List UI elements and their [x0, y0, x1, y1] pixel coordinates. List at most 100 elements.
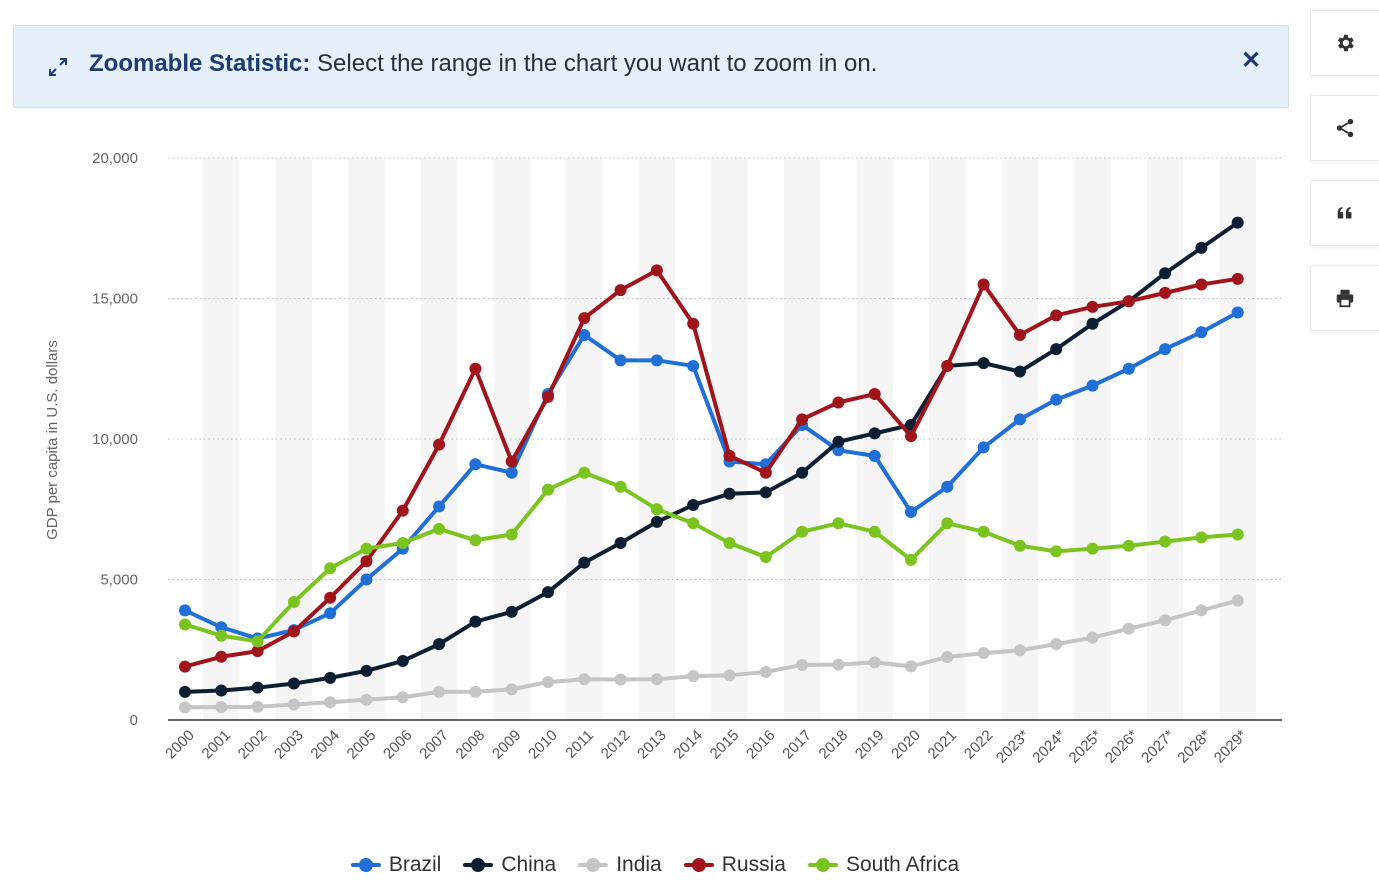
- data-point[interactable]: [1231, 306, 1244, 319]
- data-point[interactable]: [650, 515, 663, 528]
- series-line[interactable]: [183, 310, 1240, 641]
- data-point[interactable]: [215, 621, 228, 634]
- data-point[interactable]: [977, 525, 990, 538]
- data-point[interactable]: [868, 449, 881, 462]
- settings-button[interactable]: [1310, 10, 1379, 76]
- series-south-africa[interactable]: [179, 466, 1244, 648]
- data-point[interactable]: [469, 615, 482, 628]
- data-point[interactable]: [324, 562, 337, 575]
- data-point[interactable]: [360, 664, 373, 677]
- data-point[interactable]: [251, 645, 264, 658]
- data-point[interactable]: [542, 586, 554, 599]
- data-point[interactable]: [360, 555, 373, 568]
- data-point[interactable]: [905, 430, 917, 443]
- data-point[interactable]: [1013, 644, 1026, 657]
- data-point[interactable]: [179, 618, 191, 631]
- data-point[interactable]: [723, 449, 736, 462]
- data-point[interactable]: [1013, 365, 1026, 378]
- data-point[interactable]: [614, 284, 627, 297]
- data-point[interactable]: [360, 693, 373, 706]
- data-point[interactable]: [905, 506, 917, 519]
- data-point[interactable]: [1159, 614, 1172, 627]
- data-point[interactable]: [324, 607, 337, 620]
- data-point[interactable]: [469, 362, 482, 375]
- data-point[interactable]: [759, 486, 772, 499]
- data-point[interactable]: [251, 681, 264, 694]
- data-point[interactable]: [396, 691, 409, 704]
- data-point[interactable]: [469, 458, 482, 471]
- data-point[interactable]: [360, 542, 373, 555]
- data-point[interactable]: [796, 466, 809, 479]
- line-chart[interactable]: 0 5,000 10,000 15,000 20,000 GDP per capita …: [0, 0, 1310, 850]
- data-point[interactable]: [832, 658, 845, 671]
- data-point[interactable]: [1050, 393, 1063, 406]
- data-point[interactable]: [1122, 295, 1135, 308]
- data-point[interactable]: [1122, 362, 1135, 375]
- data-point[interactable]: [215, 684, 228, 697]
- data-point[interactable]: [687, 499, 700, 512]
- legend-item[interactable]: South Africa: [807, 853, 959, 877]
- data-point[interactable]: [179, 701, 191, 714]
- data-point[interactable]: [215, 650, 228, 663]
- data-point[interactable]: [868, 656, 881, 669]
- data-point[interactable]: [578, 673, 591, 686]
- data-point[interactable]: [1195, 278, 1208, 291]
- data-point[interactable]: [1013, 413, 1026, 426]
- data-point[interactable]: [1086, 631, 1099, 644]
- data-point[interactable]: [1050, 343, 1063, 356]
- series-line[interactable]: [183, 598, 1240, 710]
- data-point[interactable]: [650, 354, 663, 367]
- data-point[interactable]: [433, 685, 446, 698]
- data-point[interactable]: [505, 466, 518, 479]
- data-point[interactable]: [251, 635, 264, 648]
- series-line[interactable]: [183, 470, 1240, 644]
- data-point[interactable]: [287, 595, 300, 608]
- data-point[interactable]: [977, 441, 990, 454]
- data-point[interactable]: [179, 685, 191, 698]
- data-point[interactable]: [687, 670, 700, 683]
- data-point[interactable]: [759, 665, 772, 678]
- data-point[interactable]: [578, 556, 591, 569]
- data-point[interactable]: [287, 677, 300, 690]
- data-point[interactable]: [505, 605, 518, 618]
- data-point[interactable]: [287, 698, 300, 711]
- data-point[interactable]: [1195, 531, 1208, 544]
- data-point[interactable]: [1122, 539, 1135, 552]
- data-point[interactable]: [324, 591, 337, 604]
- data-point[interactable]: [614, 354, 627, 367]
- data-point[interactable]: [1122, 622, 1135, 635]
- share-button[interactable]: [1310, 95, 1379, 161]
- legend-item[interactable]: China: [463, 853, 556, 877]
- data-point[interactable]: [687, 517, 700, 530]
- data-point[interactable]: [505, 683, 518, 696]
- data-point[interactable]: [1195, 604, 1208, 617]
- cite-button[interactable]: [1310, 180, 1379, 246]
- series-china[interactable]: [179, 216, 1244, 698]
- data-point[interactable]: [505, 528, 518, 541]
- data-point[interactable]: [650, 503, 663, 516]
- legend-item[interactable]: Brazil: [350, 853, 441, 877]
- data-point[interactable]: [796, 525, 809, 538]
- data-point[interactable]: [977, 647, 990, 660]
- data-point[interactable]: [977, 357, 990, 370]
- data-point[interactable]: [796, 658, 809, 671]
- data-point[interactable]: [251, 700, 264, 713]
- data-point[interactable]: [433, 522, 446, 535]
- data-point[interactable]: [650, 673, 663, 686]
- close-icon[interactable]: ✕: [1240, 47, 1262, 74]
- data-point[interactable]: [832, 396, 845, 409]
- data-point[interactable]: [723, 536, 736, 549]
- data-point[interactable]: [687, 317, 700, 330]
- data-point[interactable]: [578, 329, 591, 342]
- data-point[interactable]: [469, 534, 482, 547]
- series-brazil[interactable]: [179, 306, 1244, 645]
- data-point[interactable]: [433, 438, 446, 451]
- data-point[interactable]: [832, 444, 845, 457]
- data-point[interactable]: [542, 483, 554, 496]
- data-point[interactable]: [1195, 326, 1208, 339]
- series-line[interactable]: [183, 220, 1240, 694]
- data-point[interactable]: [542, 390, 554, 403]
- data-point[interactable]: [215, 629, 228, 642]
- data-point[interactable]: [396, 504, 409, 517]
- data-point[interactable]: [759, 466, 772, 479]
